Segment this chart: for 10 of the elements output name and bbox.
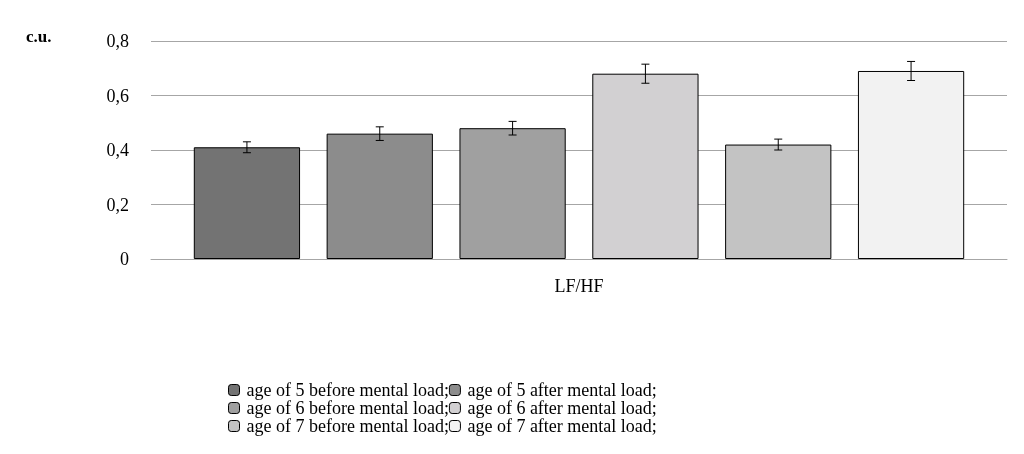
y-tick-label: 0,2: [106, 194, 129, 215]
y-tick-label: 0,4: [106, 140, 129, 160]
y-axis-title: c.u.: [26, 27, 52, 46]
y-tick-label: 0,8: [106, 31, 129, 51]
x-tick-label: LF/HF: [554, 276, 604, 296]
y-tick-label: 0: [120, 249, 129, 269]
bar: [725, 144, 832, 259]
legend-label: age of 5 before mental load;: [246, 380, 449, 400]
y-tick-label: 0,6: [106, 85, 129, 106]
legend-label: age of 5 after mental load;: [467, 380, 657, 400]
